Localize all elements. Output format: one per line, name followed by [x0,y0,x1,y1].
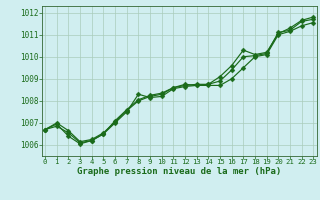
X-axis label: Graphe pression niveau de la mer (hPa): Graphe pression niveau de la mer (hPa) [77,167,281,176]
